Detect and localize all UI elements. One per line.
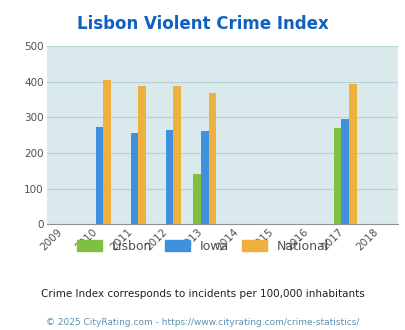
Text: Crime Index corresponds to incidents per 100,000 inhabitants: Crime Index corresponds to incidents per…	[41, 289, 364, 299]
Bar	[130, 133, 138, 224]
Bar	[208, 93, 216, 224]
Bar	[173, 86, 181, 224]
Legend: Lisbon, Iowa, National: Lisbon, Iowa, National	[72, 235, 333, 258]
Bar	[333, 128, 341, 224]
Text: Lisbon Violent Crime Index: Lisbon Violent Crime Index	[77, 15, 328, 33]
Bar	[103, 81, 111, 224]
Bar	[193, 174, 200, 224]
Bar	[200, 131, 208, 224]
Bar	[95, 127, 103, 224]
Bar	[341, 119, 348, 224]
Text: © 2025 CityRating.com - https://www.cityrating.com/crime-statistics/: © 2025 CityRating.com - https://www.city…	[46, 318, 359, 327]
Bar	[348, 84, 356, 224]
Bar	[138, 86, 146, 224]
Bar	[165, 130, 173, 224]
